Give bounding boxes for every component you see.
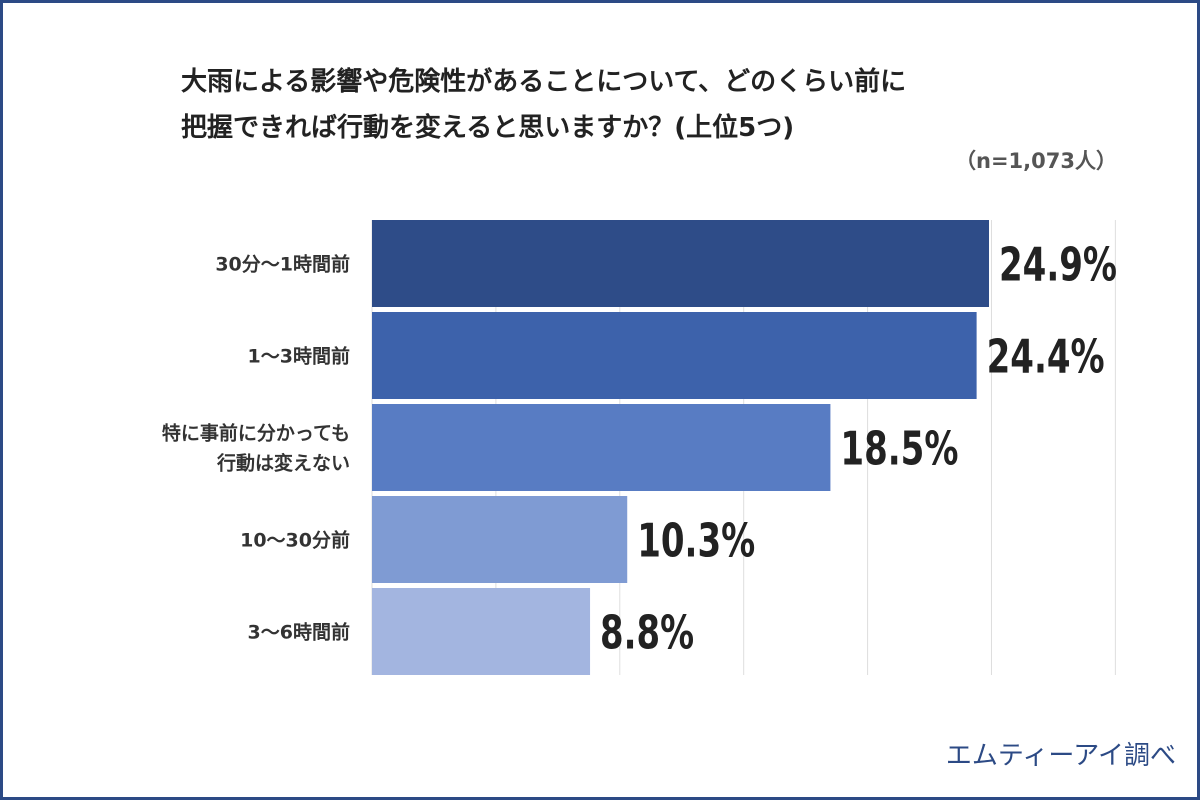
bar bbox=[372, 496, 628, 583]
category-label: 行動は変えない bbox=[216, 452, 350, 475]
bar bbox=[372, 588, 591, 675]
data-label: 24.9% bbox=[999, 238, 1117, 292]
category-label: 30分〜1時間前 bbox=[215, 253, 350, 276]
category-label: 3〜6時間前 bbox=[248, 621, 350, 644]
category-label: 10〜30分前 bbox=[240, 529, 350, 552]
bar bbox=[372, 220, 989, 307]
data-label: 8.8% bbox=[600, 606, 694, 660]
chart-title: 大雨による影響や危険性があることについて、どのくらい前に 把握できれば行動を変え… bbox=[181, 59, 906, 151]
data-label: 18.5% bbox=[840, 422, 958, 476]
bar bbox=[372, 404, 831, 491]
bar bbox=[372, 312, 977, 399]
chart-title-line-1: 大雨による影響や危険性があることについて、どのくらい前に bbox=[181, 67, 907, 97]
sample-size: （n=1,073人） bbox=[955, 149, 1117, 173]
category-label: 1〜3時間前 bbox=[248, 345, 350, 368]
chart-title-line-2: 把握できれば行動を変えると思いますか？(上位5つ) bbox=[181, 113, 795, 143]
survey-credit: エムティーアイ調べ bbox=[945, 741, 1176, 771]
category-label: 特に事前に分かっても bbox=[162, 422, 350, 445]
data-label: 10.3% bbox=[637, 514, 755, 568]
data-label: 24.4% bbox=[987, 330, 1105, 384]
